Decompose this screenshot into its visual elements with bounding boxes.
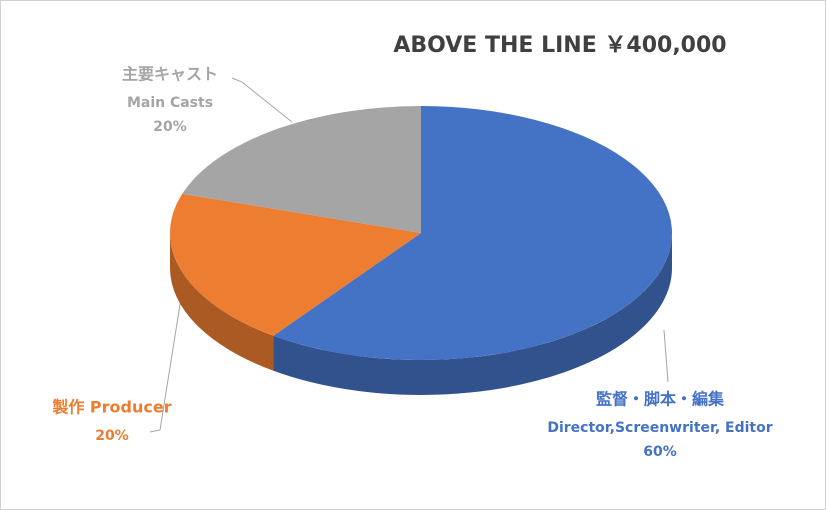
value-label: 20%	[153, 119, 187, 135]
slice-side	[273, 233, 672, 395]
chart-title: ABOVE THE LINE ￥400,000	[393, 33, 726, 58]
value-label: 20%	[95, 428, 129, 444]
slice-side	[170, 233, 274, 371]
pie-sides	[170, 233, 672, 395]
category-label: 監督・脚本・編集	[596, 390, 725, 409]
value-label: 60%	[643, 444, 677, 460]
category-label: Director,Screenwriter, Editor	[547, 420, 772, 436]
category-label: 主要キャスト	[122, 65, 218, 84]
category-label: Main Casts	[127, 95, 213, 111]
slice	[170, 193, 421, 336]
leader-line	[663, 329, 669, 383]
slice	[182, 106, 421, 233]
labels: 監督・脚本・編集 Director,Screenwriter, Editor 60%…	[51, 65, 772, 461]
pie-tops	[170, 106, 673, 361]
leader-line	[149, 291, 183, 433]
category-label: 製作 Producer	[51, 398, 171, 417]
slice	[273, 106, 673, 361]
leader-line	[231, 77, 293, 123]
